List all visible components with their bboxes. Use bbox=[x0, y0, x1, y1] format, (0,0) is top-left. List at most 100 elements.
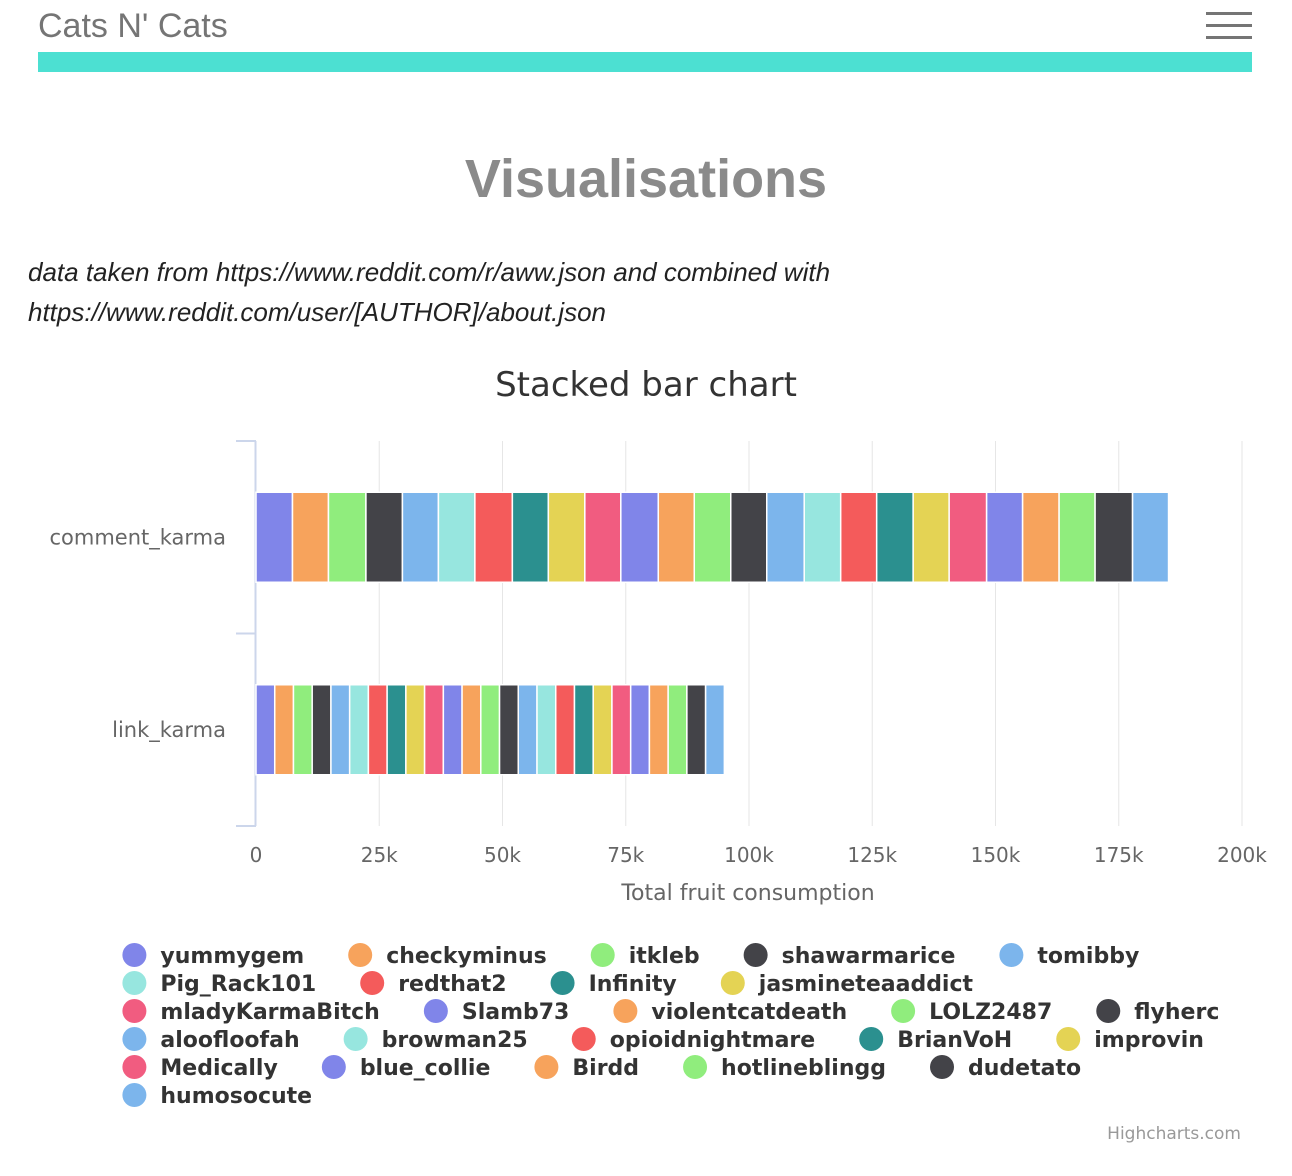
bar-segment[interactable] bbox=[474, 491, 514, 583]
bar-segment[interactable] bbox=[517, 684, 538, 776]
bar-segment[interactable] bbox=[511, 491, 550, 583]
legend-item[interactable]: redthat2 bbox=[360, 971, 507, 997]
bar-segment[interactable] bbox=[730, 491, 768, 583]
bar-segment[interactable] bbox=[554, 684, 576, 776]
legend-item[interactable]: jasmineteaaddict bbox=[720, 971, 974, 997]
bar-segment[interactable] bbox=[547, 491, 586, 583]
legend-label: browman25 bbox=[382, 1028, 528, 1053]
bar-segment[interactable] bbox=[442, 684, 463, 776]
bar-segment[interactable] bbox=[875, 491, 914, 583]
bar-segment[interactable] bbox=[1094, 491, 1134, 583]
bar-segment[interactable] bbox=[693, 491, 732, 583]
legend-label: jasmineteaaddict bbox=[758, 972, 974, 997]
x-tick-label: 175k bbox=[1094, 843, 1144, 867]
bar-segment[interactable] bbox=[704, 684, 726, 776]
bar-segment[interactable] bbox=[584, 491, 622, 583]
bar-segment[interactable] bbox=[912, 491, 950, 583]
bar-segment[interactable] bbox=[839, 491, 878, 583]
bar-segment[interactable] bbox=[480, 684, 501, 776]
legend-marker bbox=[348, 943, 373, 967]
bar-segment[interactable] bbox=[686, 684, 707, 776]
legend-item[interactable]: itkleb bbox=[590, 943, 700, 969]
bar-segment[interactable] bbox=[657, 491, 696, 583]
bar-segment[interactable] bbox=[592, 684, 613, 776]
legend-item[interactable]: mladyKarmaBitch bbox=[122, 999, 380, 1025]
bar-segment[interactable] bbox=[948, 491, 988, 583]
bar-segment[interactable] bbox=[311, 684, 332, 776]
legend-item[interactable]: blue_collie bbox=[321, 1055, 491, 1081]
bar-segment[interactable] bbox=[327, 491, 367, 583]
bar-segment[interactable] bbox=[629, 684, 651, 776]
bar-segment[interactable] bbox=[648, 684, 669, 776]
legend-label: Slamb73 bbox=[462, 1000, 570, 1025]
bar-segment[interactable] bbox=[386, 684, 407, 776]
bar-segment[interactable] bbox=[273, 684, 295, 776]
legend-item[interactable]: aloofloofah bbox=[122, 1027, 300, 1053]
x-tick-label: 50k bbox=[484, 843, 521, 867]
legend-item[interactable]: Medically bbox=[122, 1055, 278, 1081]
legend-item[interactable]: Slamb73 bbox=[423, 999, 570, 1025]
bar-segment[interactable] bbox=[667, 684, 688, 776]
legend-item[interactable]: flyherc bbox=[1096, 999, 1219, 1025]
legend-label: violentcatdeath bbox=[651, 1000, 847, 1025]
bar-segment[interactable] bbox=[985, 491, 1024, 583]
legend-label: hotlineblingg bbox=[721, 1056, 886, 1081]
legend-item[interactable]: Birdd bbox=[534, 1055, 639, 1081]
chart-credits[interactable]: Highcharts.com bbox=[1107, 1124, 1241, 1144]
bar-segment[interactable] bbox=[573, 684, 594, 776]
legend-marker bbox=[1096, 999, 1121, 1023]
bar-segment[interactable] bbox=[461, 684, 482, 776]
chart-title: Stacked bar chart bbox=[495, 365, 797, 405]
bar-segment[interactable] bbox=[498, 684, 520, 776]
bar-segment[interactable] bbox=[423, 684, 445, 776]
bar-segment[interactable] bbox=[255, 491, 294, 583]
bar-segment[interactable] bbox=[292, 684, 313, 776]
legend-item[interactable]: yummygem bbox=[122, 943, 304, 969]
x-tick-label: 25k bbox=[361, 843, 398, 867]
legend-item[interactable]: violentcatdeath bbox=[613, 999, 847, 1025]
bar-segment[interactable] bbox=[365, 491, 404, 583]
legend-item[interactable]: checkyminus bbox=[348, 943, 547, 969]
legend-item[interactable]: shawarmarice bbox=[743, 943, 956, 969]
x-tick-label: 200k bbox=[1217, 843, 1267, 867]
legend-marker bbox=[122, 1083, 147, 1107]
bar-segment[interactable] bbox=[536, 684, 557, 776]
bar-segment[interactable] bbox=[330, 684, 351, 776]
legend-label: Birdd bbox=[572, 1056, 639, 1081]
legend-marker bbox=[1056, 1027, 1081, 1051]
legend-item[interactable]: humosocute bbox=[122, 1083, 312, 1109]
bar-segment[interactable] bbox=[401, 491, 440, 583]
page-title: Visualisations bbox=[464, 149, 828, 209]
legend-item[interactable]: opioidnightmare bbox=[571, 1027, 815, 1053]
legend-item[interactable]: browman25 bbox=[343, 1027, 528, 1053]
y-category-label: comment_karma bbox=[49, 525, 226, 550]
bar-segment[interactable] bbox=[765, 491, 805, 583]
bar-segment[interactable] bbox=[255, 684, 276, 776]
bar-segment[interactable] bbox=[291, 491, 330, 583]
bar-segment[interactable] bbox=[367, 684, 388, 776]
legend-item[interactable]: dudetato bbox=[930, 1055, 1081, 1081]
hamburger-menu-icon[interactable] bbox=[1206, 12, 1252, 42]
bar-segment[interactable] bbox=[1131, 491, 1170, 583]
brand-title[interactable]: Cats N' Cats bbox=[38, 7, 228, 45]
bar-segment[interactable] bbox=[437, 491, 476, 583]
legend-item[interactable]: BrianVoH bbox=[859, 1027, 1012, 1053]
legend-item[interactable]: improvin bbox=[1056, 1027, 1204, 1053]
bar-segment[interactable] bbox=[611, 684, 632, 776]
bar-segment[interactable] bbox=[405, 684, 426, 776]
bar-segment[interactable] bbox=[1058, 491, 1096, 583]
legend-marker bbox=[122, 971, 147, 995]
bar-segment[interactable] bbox=[348, 684, 370, 776]
legend-item[interactable]: hotlineblingg bbox=[683, 1055, 886, 1081]
bar-segment[interactable] bbox=[620, 491, 660, 583]
bar-segment[interactable] bbox=[1021, 491, 1060, 583]
legend-item[interactable]: LOLZ2487 bbox=[891, 999, 1052, 1025]
legend-label: improvin bbox=[1094, 1028, 1204, 1053]
legend-item[interactable]: Pig_Rack101 bbox=[122, 971, 316, 997]
legend-item[interactable]: tomibby bbox=[999, 943, 1139, 969]
legend-label: Infinity bbox=[589, 972, 677, 997]
legend-marker bbox=[743, 943, 768, 967]
bar-segment[interactable] bbox=[803, 491, 842, 583]
legend-item[interactable]: Infinity bbox=[550, 971, 677, 997]
